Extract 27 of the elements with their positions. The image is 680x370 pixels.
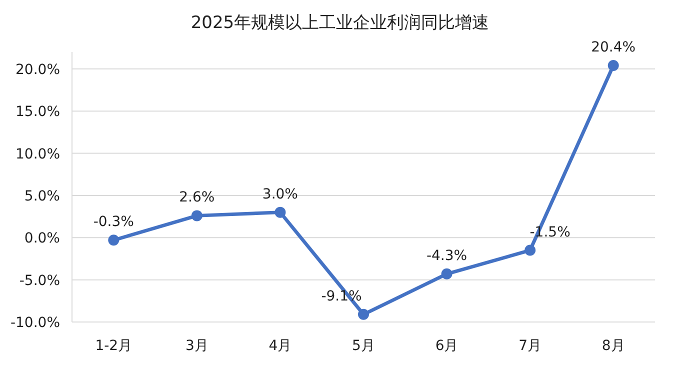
point (608, 60, 619, 71)
x-tick-label: 3月 (185, 338, 208, 354)
y-tick-label: 5.0% (24, 188, 60, 204)
y-tick-label: -10.0% (10, 315, 60, 331)
y-tick-label: 10.0% (16, 146, 60, 162)
point (108, 234, 120, 246)
x-tick-label: 4月 (268, 338, 292, 354)
y-tick-label: 15.0% (16, 104, 60, 120)
chart-title: 2025年规模以上工业企业利润同比增速 (190, 13, 490, 33)
y-tick-label: 0.0% (24, 230, 60, 247)
data-label: 2.6% (179, 190, 215, 206)
point (191, 210, 202, 222)
data-label: -0.3% (93, 214, 134, 230)
x-tick-label: 5月 (352, 338, 375, 354)
x-tick-label: 6月 (435, 338, 458, 354)
point (358, 308, 369, 320)
x-tick-label: 8月 (602, 338, 625, 354)
point (524, 244, 536, 256)
x-tick-label: 7月 (518, 338, 542, 354)
data-label: 20.4% (591, 40, 636, 56)
data-label: 3.0% (262, 186, 298, 202)
y-tick-label: -5.0% (19, 272, 60, 289)
y-tick-label: 20.0% (16, 62, 60, 78)
point (441, 268, 452, 280)
point (274, 206, 286, 218)
x-tick-label: 1-2月 (95, 338, 132, 354)
data-label: -4.3% (426, 248, 468, 264)
